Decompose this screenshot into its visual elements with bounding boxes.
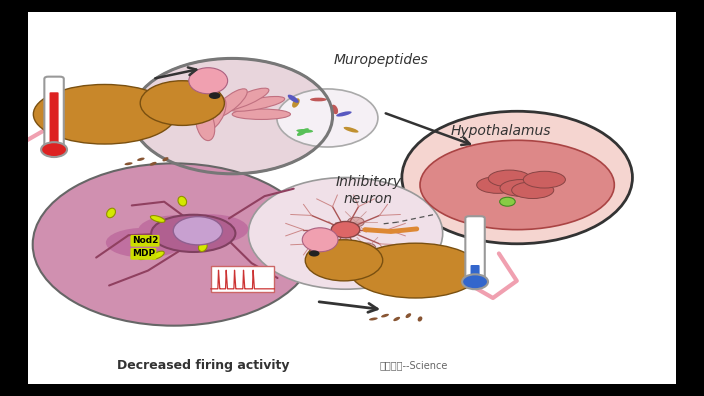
- Ellipse shape: [139, 251, 151, 260]
- Circle shape: [359, 243, 376, 253]
- FancyBboxPatch shape: [470, 265, 479, 281]
- Ellipse shape: [477, 177, 519, 193]
- Ellipse shape: [199, 242, 207, 251]
- Ellipse shape: [292, 98, 300, 108]
- Circle shape: [344, 254, 360, 263]
- Ellipse shape: [106, 228, 184, 257]
- FancyBboxPatch shape: [49, 92, 58, 148]
- Circle shape: [331, 227, 348, 236]
- Ellipse shape: [310, 98, 327, 101]
- Circle shape: [277, 89, 378, 147]
- FancyBboxPatch shape: [210, 267, 275, 292]
- Ellipse shape: [489, 170, 530, 187]
- Ellipse shape: [306, 240, 383, 281]
- Ellipse shape: [512, 182, 554, 198]
- Text: MDP: MDP: [132, 249, 155, 258]
- Ellipse shape: [500, 179, 542, 196]
- Ellipse shape: [369, 318, 378, 320]
- Circle shape: [173, 217, 222, 245]
- Ellipse shape: [140, 81, 225, 126]
- Circle shape: [32, 164, 315, 326]
- Text: Hypothalamus: Hypothalamus: [451, 124, 551, 138]
- Ellipse shape: [344, 127, 358, 133]
- Ellipse shape: [138, 215, 216, 245]
- Ellipse shape: [337, 111, 352, 116]
- Circle shape: [209, 92, 220, 99]
- Circle shape: [249, 177, 443, 289]
- Ellipse shape: [33, 84, 176, 144]
- Text: 图片来源--Science: 图片来源--Science: [379, 360, 448, 371]
- Ellipse shape: [230, 97, 284, 111]
- Circle shape: [462, 274, 488, 289]
- Ellipse shape: [170, 214, 249, 244]
- Text: Nod2: Nod2: [132, 236, 158, 245]
- Ellipse shape: [350, 243, 481, 298]
- Ellipse shape: [297, 128, 309, 136]
- Circle shape: [41, 142, 67, 157]
- Ellipse shape: [417, 316, 422, 322]
- Ellipse shape: [232, 109, 291, 120]
- Ellipse shape: [420, 140, 615, 230]
- Circle shape: [132, 58, 332, 174]
- Ellipse shape: [222, 88, 269, 110]
- Ellipse shape: [302, 228, 338, 252]
- Ellipse shape: [296, 129, 313, 133]
- Ellipse shape: [213, 89, 247, 118]
- Ellipse shape: [151, 215, 235, 252]
- FancyBboxPatch shape: [44, 77, 64, 152]
- FancyBboxPatch shape: [465, 216, 485, 284]
- Ellipse shape: [204, 97, 226, 130]
- Ellipse shape: [331, 105, 338, 114]
- Text: Decreased firing activity: Decreased firing activity: [117, 359, 289, 372]
- FancyBboxPatch shape: [28, 12, 676, 384]
- Ellipse shape: [163, 157, 168, 162]
- Text: Inhibitory
neuron: Inhibitory neuron: [335, 175, 401, 206]
- Circle shape: [309, 250, 320, 257]
- Ellipse shape: [381, 314, 389, 318]
- Circle shape: [402, 111, 632, 244]
- Ellipse shape: [150, 162, 156, 166]
- Circle shape: [500, 197, 515, 206]
- Ellipse shape: [151, 215, 165, 223]
- Ellipse shape: [288, 95, 298, 103]
- Ellipse shape: [394, 317, 400, 321]
- Ellipse shape: [523, 171, 565, 188]
- Circle shape: [332, 221, 360, 238]
- Ellipse shape: [151, 251, 164, 259]
- Ellipse shape: [106, 208, 115, 218]
- Ellipse shape: [189, 68, 227, 94]
- Ellipse shape: [196, 107, 215, 141]
- Ellipse shape: [137, 158, 144, 161]
- Text: Muropeptides: Muropeptides: [334, 53, 429, 67]
- Ellipse shape: [406, 313, 411, 318]
- Circle shape: [347, 217, 364, 227]
- Ellipse shape: [125, 162, 132, 165]
- Ellipse shape: [178, 196, 187, 206]
